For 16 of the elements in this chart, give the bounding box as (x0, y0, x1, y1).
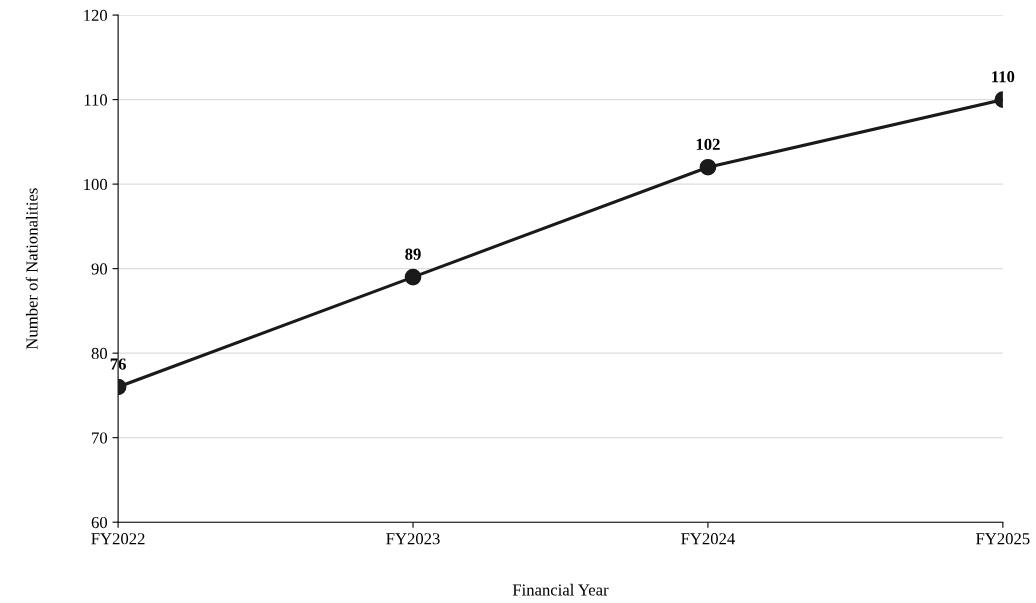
y-tick-label: 100 (84, 178, 108, 191)
data-label: 89 (405, 248, 421, 260)
data-label: 102 (696, 138, 720, 150)
y-tick-label: 90 (91, 263, 108, 275)
y-tick-label: 120 (84, 9, 108, 22)
x-tick-label: FY2024 (681, 533, 735, 545)
y-axis-title: Number of Nationalities (25, 188, 38, 350)
y-tick-label: 110 (84, 94, 108, 106)
x-tick-label: FY2025 (976, 533, 1030, 545)
y-tick-label: 70 (92, 432, 108, 444)
x-tick-label: FY2023 (386, 533, 440, 545)
y-tick-label: 60 (91, 516, 108, 529)
x-axis-title: Financial Year (512, 583, 609, 596)
x-tick-label: FY2022 (91, 533, 145, 545)
y-tick-label: 80 (91, 347, 108, 360)
data-label: 110 (992, 71, 1015, 83)
